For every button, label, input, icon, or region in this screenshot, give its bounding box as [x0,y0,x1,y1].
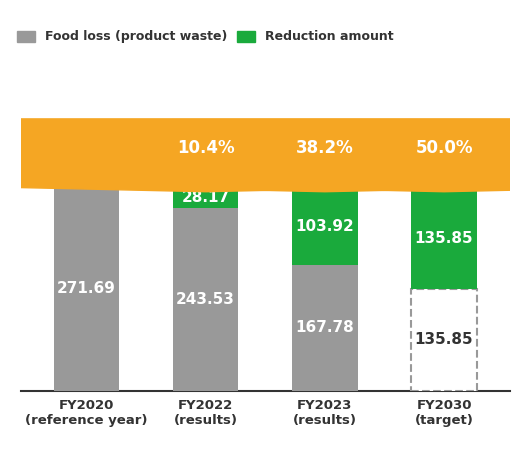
Text: 135.85: 135.85 [415,231,473,246]
Bar [411,187,477,289]
Text: 50.0%: 50.0% [415,139,473,157]
Polygon shape [0,163,520,192]
Polygon shape [0,163,520,192]
Text: 10.4%: 10.4% [177,139,235,157]
Bar [292,265,358,391]
Circle shape [0,119,520,176]
Text: 38.2%: 38.2% [296,139,354,157]
Text: 243.53: 243.53 [176,292,235,307]
Bar [292,187,358,265]
Bar [173,187,238,208]
Circle shape [0,119,520,176]
Bar [173,208,238,391]
Text: 135.85: 135.85 [415,332,473,347]
Bar [54,187,119,391]
Circle shape [0,119,520,176]
FancyBboxPatch shape [411,289,477,391]
Text: 28.17: 28.17 [181,190,230,205]
Text: 271.69: 271.69 [57,282,116,296]
Text: 167.78: 167.78 [295,320,354,335]
Polygon shape [0,163,520,192]
Legend: Food loss (product waste), Reduction amount: Food loss (product waste), Reduction amo… [17,31,393,44]
Text: 103.92: 103.92 [295,219,354,233]
